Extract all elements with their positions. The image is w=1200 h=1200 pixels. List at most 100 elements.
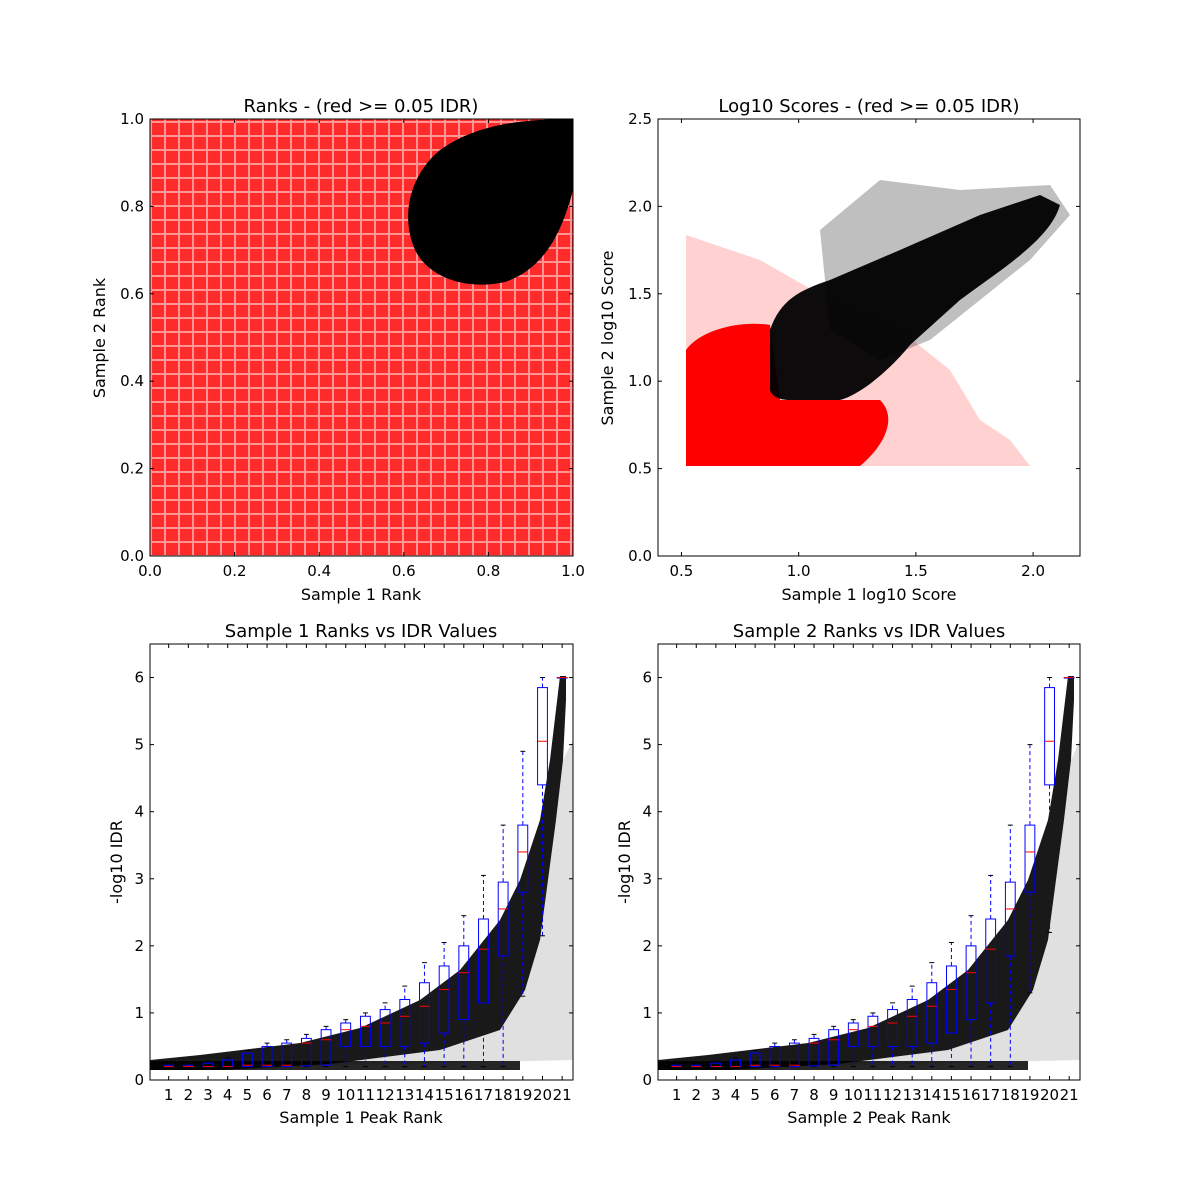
box-iqr bbox=[1004, 881, 1016, 957]
box-1 bbox=[671, 1064, 683, 1068]
scores-xlabel: Sample 1 log10 Score bbox=[782, 585, 957, 604]
sample2-boxes bbox=[671, 677, 1075, 1068]
box-17 bbox=[985, 874, 997, 1068]
x-tick-label: 20 bbox=[1040, 1086, 1059, 1104]
sample1-axes-frame bbox=[149, 643, 574, 1081]
x-tick-label: 17 bbox=[474, 1086, 493, 1104]
x-tick-label: 11 bbox=[356, 1086, 375, 1104]
x-tick-label: 21 bbox=[1060, 1086, 1079, 1104]
scores-axes-frame bbox=[657, 118, 1081, 557]
x-tick-label: 16 bbox=[454, 1086, 473, 1104]
y-tick-label: 2.5 bbox=[628, 110, 652, 128]
box-4 bbox=[222, 1057, 234, 1068]
box-iqr bbox=[458, 945, 470, 1021]
x-tick-label: 12 bbox=[883, 1086, 902, 1104]
sample2-xlabel: Sample 2 Peak Rank bbox=[787, 1108, 951, 1127]
box-iqr bbox=[1044, 687, 1055, 786]
box-10 bbox=[340, 1019, 352, 1068]
x-tick-label: 12 bbox=[376, 1086, 395, 1104]
x-tick-label: 0.0 bbox=[138, 562, 162, 580]
y-tick-label: 2 bbox=[134, 937, 144, 955]
y-tick-label: 5 bbox=[642, 736, 652, 754]
x-tick-label: 21 bbox=[553, 1086, 572, 1104]
x-tick-label: 18 bbox=[1001, 1086, 1020, 1104]
x-tick-label: 3 bbox=[711, 1086, 721, 1104]
x-tick-label: 14 bbox=[922, 1086, 941, 1104]
x-tick-label: 1.5 bbox=[904, 562, 928, 580]
y-tick-label: 1 bbox=[642, 1004, 652, 1022]
ranks-plot-area bbox=[150, 119, 573, 556]
y-tick-label: 0.0 bbox=[120, 547, 144, 565]
x-tick-label: 7 bbox=[790, 1086, 800, 1104]
x-tick-label: 10 bbox=[844, 1086, 863, 1104]
box-iqr bbox=[867, 1015, 879, 1047]
box-iqr bbox=[419, 982, 430, 1044]
y-tick-label: 4 bbox=[642, 803, 652, 821]
sample1-xlabel: Sample 1 Peak Rank bbox=[279, 1108, 443, 1127]
sample1-bottom-band bbox=[150, 1061, 520, 1070]
sample2-bottom-band bbox=[658, 1061, 1028, 1070]
x-tick-label: 2 bbox=[691, 1086, 701, 1104]
box-iqr bbox=[769, 1045, 781, 1068]
box-19 bbox=[517, 750, 529, 997]
sample2-title: Sample 2 Ranks vs IDR Values bbox=[733, 621, 1005, 642]
box-iqr bbox=[399, 999, 411, 1047]
box-iqr bbox=[478, 918, 489, 1004]
box-10 bbox=[847, 1019, 859, 1068]
panel-sample1-box: Sample 1 Ranks vs IDR Values Sample 1 Pe… bbox=[107, 621, 574, 1127]
box-15 bbox=[438, 941, 450, 1068]
y-tick-label: 6 bbox=[642, 669, 652, 687]
x-tick-label: 0.6 bbox=[392, 562, 416, 580]
scores-ticks: 0.5 1.0 1.5 2.0 0.0 0.5 1.0 1.5 2.0 2.5 bbox=[628, 110, 1080, 580]
y-tick-label: 4 bbox=[134, 803, 144, 821]
box-iqr bbox=[1024, 824, 1036, 893]
box-iqr bbox=[788, 1042, 800, 1068]
box-1 bbox=[163, 1064, 175, 1068]
box-iqr bbox=[537, 687, 548, 786]
sample1-boxes bbox=[163, 677, 568, 1068]
x-tick-label: 9 bbox=[321, 1086, 331, 1104]
x-tick-label: 19 bbox=[513, 1086, 532, 1104]
x-tick-label: 0.4 bbox=[307, 562, 331, 580]
y-tick-label: 3 bbox=[134, 870, 144, 888]
box-20 bbox=[1044, 677, 1055, 933]
box-iqr bbox=[241, 1052, 253, 1068]
sample2-points-halo bbox=[658, 740, 1080, 1070]
box-14 bbox=[926, 962, 938, 1068]
box-iqr bbox=[300, 1037, 312, 1067]
x-tick-label: 6 bbox=[262, 1086, 272, 1104]
box-iqr bbox=[379, 1009, 391, 1047]
scores-pass-band bbox=[770, 195, 1060, 400]
ranks-xlabel: Sample 1 Rank bbox=[301, 585, 422, 604]
y-tick-label: 6 bbox=[134, 669, 144, 687]
y-tick-label: 0.6 bbox=[120, 285, 144, 303]
box-14 bbox=[419, 962, 430, 1068]
x-tick-label: 0.5 bbox=[670, 562, 694, 580]
x-tick-label: 5 bbox=[750, 1086, 760, 1104]
box-6 bbox=[769, 1042, 781, 1068]
y-tick-label: 1.5 bbox=[628, 285, 652, 303]
ranks-pass-blob bbox=[408, 119, 573, 285]
box-18 bbox=[1004, 824, 1016, 1068]
y-tick-label: 0.8 bbox=[120, 197, 144, 215]
scores-title: Log10 Scores - (red >= 0.05 IDR) bbox=[718, 96, 1019, 117]
box-iqr bbox=[517, 824, 529, 893]
box-iqr bbox=[808, 1037, 820, 1067]
box-19 bbox=[1024, 744, 1036, 994]
box-6 bbox=[261, 1042, 273, 1068]
x-tick-label: 10 bbox=[336, 1086, 355, 1104]
x-tick-label: 13 bbox=[903, 1086, 922, 1104]
x-tick-label: 20 bbox=[533, 1086, 552, 1104]
box-21 bbox=[556, 677, 568, 679]
x-tick-label: 5 bbox=[243, 1086, 253, 1104]
x-tick-label: 4 bbox=[223, 1086, 233, 1104]
sample2-ylabel: -log10 IDR bbox=[615, 820, 634, 904]
box-11 bbox=[360, 1012, 371, 1068]
box-5 bbox=[241, 1049, 253, 1068]
box-3 bbox=[202, 1060, 214, 1068]
x-tick-label: 0.2 bbox=[223, 562, 247, 580]
box-iqr bbox=[926, 982, 938, 1044]
x-tick-label: 2.0 bbox=[1021, 562, 1045, 580]
sample2-axes-frame bbox=[657, 643, 1081, 1081]
